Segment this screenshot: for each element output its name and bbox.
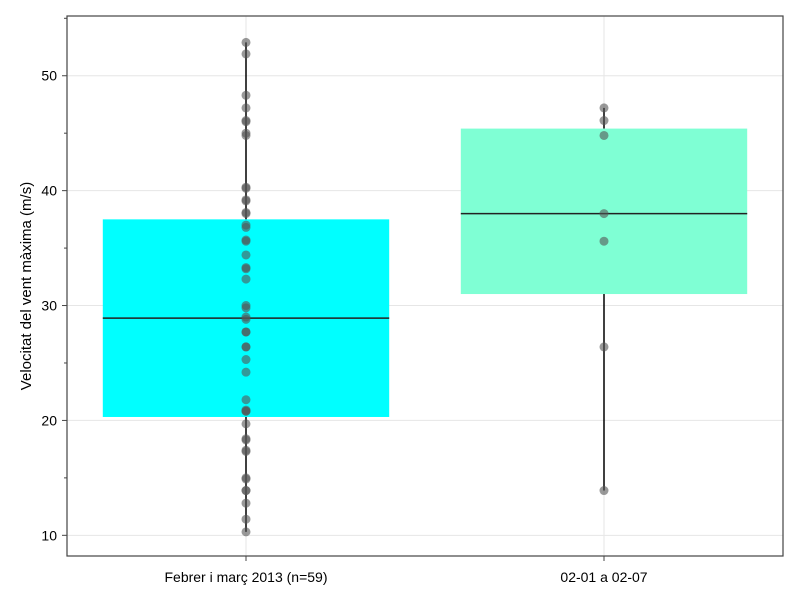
data-point-0-37 [241,195,251,205]
data-point-1-0 [599,486,609,496]
data-point-0-6 [241,473,251,483]
data-point-0-23 [241,312,251,322]
data-point-1-4 [599,130,609,140]
data-point-1-6 [599,103,609,113]
data-point-0-45 [241,90,251,100]
data-point-0-28 [241,263,251,273]
x-axis-ticks: Febrer i març 2013 (n=59) 02-01 a 02-07 [164,556,648,585]
data-point-0-1 [241,514,251,524]
data-point-0-47 [241,37,251,47]
data-point-0-17 [241,355,251,365]
data-point-1-1 [599,342,609,352]
y-axis-ticks: 10 20 30 40 50 [41,17,67,543]
data-point-0-8 [241,445,251,455]
data-point-1-3 [599,209,609,219]
data-point-0-14 [241,405,251,415]
plot-frame [66,15,784,557]
data-point-0-44 [241,103,251,113]
y-axis-title: Velocitat del vent màxima (m/s) [18,182,35,390]
y-tick-label-4: 50 [41,68,57,84]
data-point-0-39 [241,182,251,192]
data-point-0-46 [241,49,251,59]
x-tick-label-1: 02-01 a 02-07 [560,569,647,585]
data-point-1-5 [599,116,609,126]
data-point-0-19 [241,342,251,352]
data-point-0-0 [241,527,251,537]
y-tick-label-2: 30 [41,298,57,314]
y-tick-label-0: 10 [41,527,57,543]
y-tick-label-3: 40 [41,183,57,199]
data-point-0-29 [241,250,251,260]
data-point-0-33 [241,220,251,230]
data-point-0-31 [241,235,251,245]
data-point-0-41 [241,128,251,138]
data-point-0-25 [241,301,251,311]
data-point-0-4 [241,486,251,496]
data-point-1-2 [599,236,609,246]
data-point-0-16 [241,367,251,377]
data-point-0-11 [241,419,251,429]
data-point-0-43 [241,116,251,126]
y-tick-label-1: 20 [41,412,57,428]
data-point-0-26 [241,274,251,284]
x-tick-label-0: Febrer i març 2013 (n=59) [164,569,327,585]
data-point-0-21 [241,327,251,337]
data-point-0-10 [241,434,251,444]
data-point-0-35 [241,207,251,217]
points-layer [241,37,609,537]
data-point-0-15 [241,395,251,405]
data-point-0-2 [241,498,251,508]
